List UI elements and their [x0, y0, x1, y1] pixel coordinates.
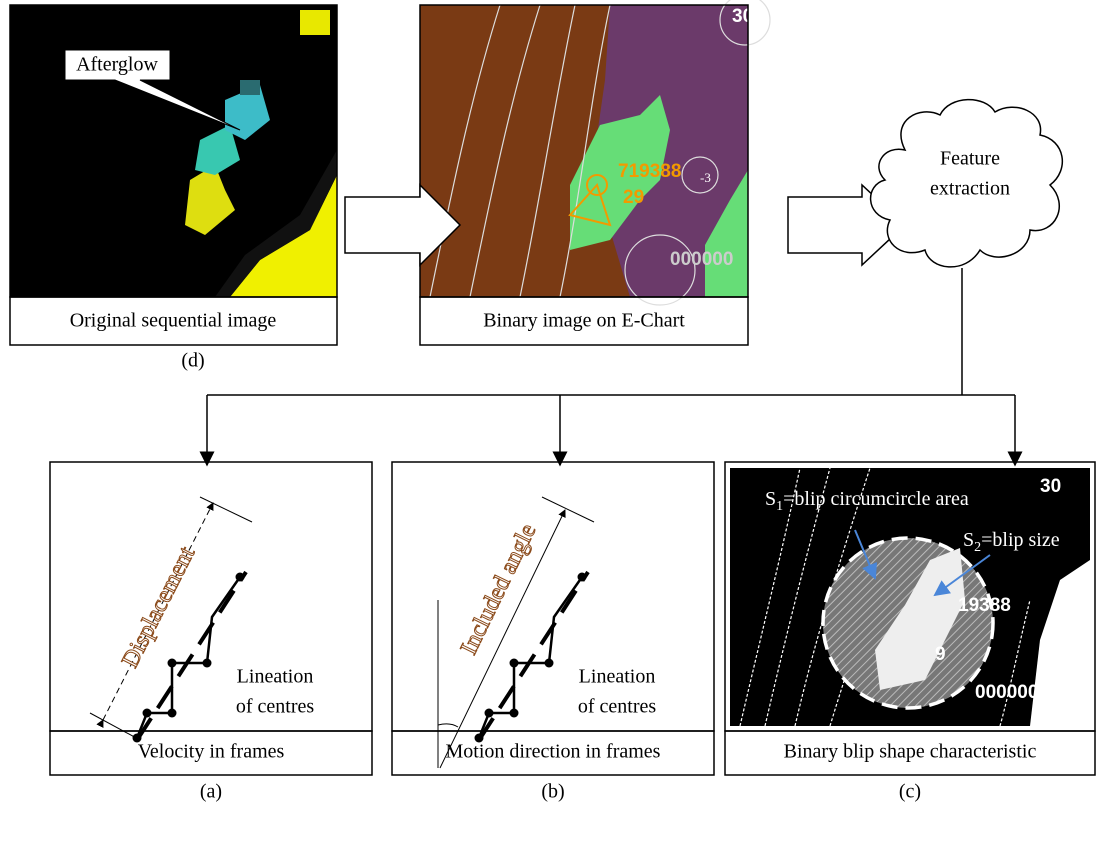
cloud-text: Feature — [940, 148, 1000, 170]
velocity-diagram — [90, 497, 252, 743]
overlay-text: 19388 — [958, 595, 1011, 616]
caption: Binary image on E-Chart — [483, 310, 685, 332]
overlay-text: 000000 — [670, 249, 733, 270]
cloud-text: extraction — [930, 178, 1010, 200]
subscript: 2 — [974, 540, 981, 555]
callout: Afterglow — [76, 54, 158, 76]
panel-label: (c) — [899, 781, 921, 803]
note: of centres — [236, 696, 315, 718]
measure-label: Included angle — [456, 520, 542, 659]
caption: Original sequential image — [70, 310, 277, 332]
overlay-text: 9 — [935, 644, 946, 665]
overlay-text: -3 — [700, 170, 711, 185]
text: =blip circumcircle area — [783, 488, 969, 510]
caption: Binary blip shape characteristic — [784, 741, 1037, 763]
panel-label: (a) — [200, 781, 222, 803]
text: =blip size — [981, 529, 1060, 551]
note: Lineation — [579, 666, 656, 688]
symbol: S — [963, 529, 974, 551]
diagram: Afterglow Original sequential image (d) … — [0, 0, 1105, 839]
overlay-text: 29 — [623, 187, 644, 208]
measure-label: Displacement — [117, 542, 200, 672]
echart-image: 30 719388 29 -3 000000 — [420, 0, 770, 305]
overlay-text: 000000 — [975, 682, 1038, 703]
note: of centres — [578, 696, 657, 718]
subscript: 1 — [776, 499, 783, 514]
panel-label: (b) — [541, 781, 564, 803]
overlay-text: 719388 — [618, 161, 681, 182]
caption: Motion direction in frames — [446, 741, 661, 763]
caption: Velocity in frames — [138, 741, 285, 763]
original-image — [10, 5, 337, 297]
panel-label: (d) — [181, 350, 204, 372]
symbol: S — [765, 488, 776, 510]
overlay-text: 30 — [732, 6, 753, 27]
note: Lineation — [237, 666, 314, 688]
overlay-text: 30 — [1040, 476, 1061, 497]
